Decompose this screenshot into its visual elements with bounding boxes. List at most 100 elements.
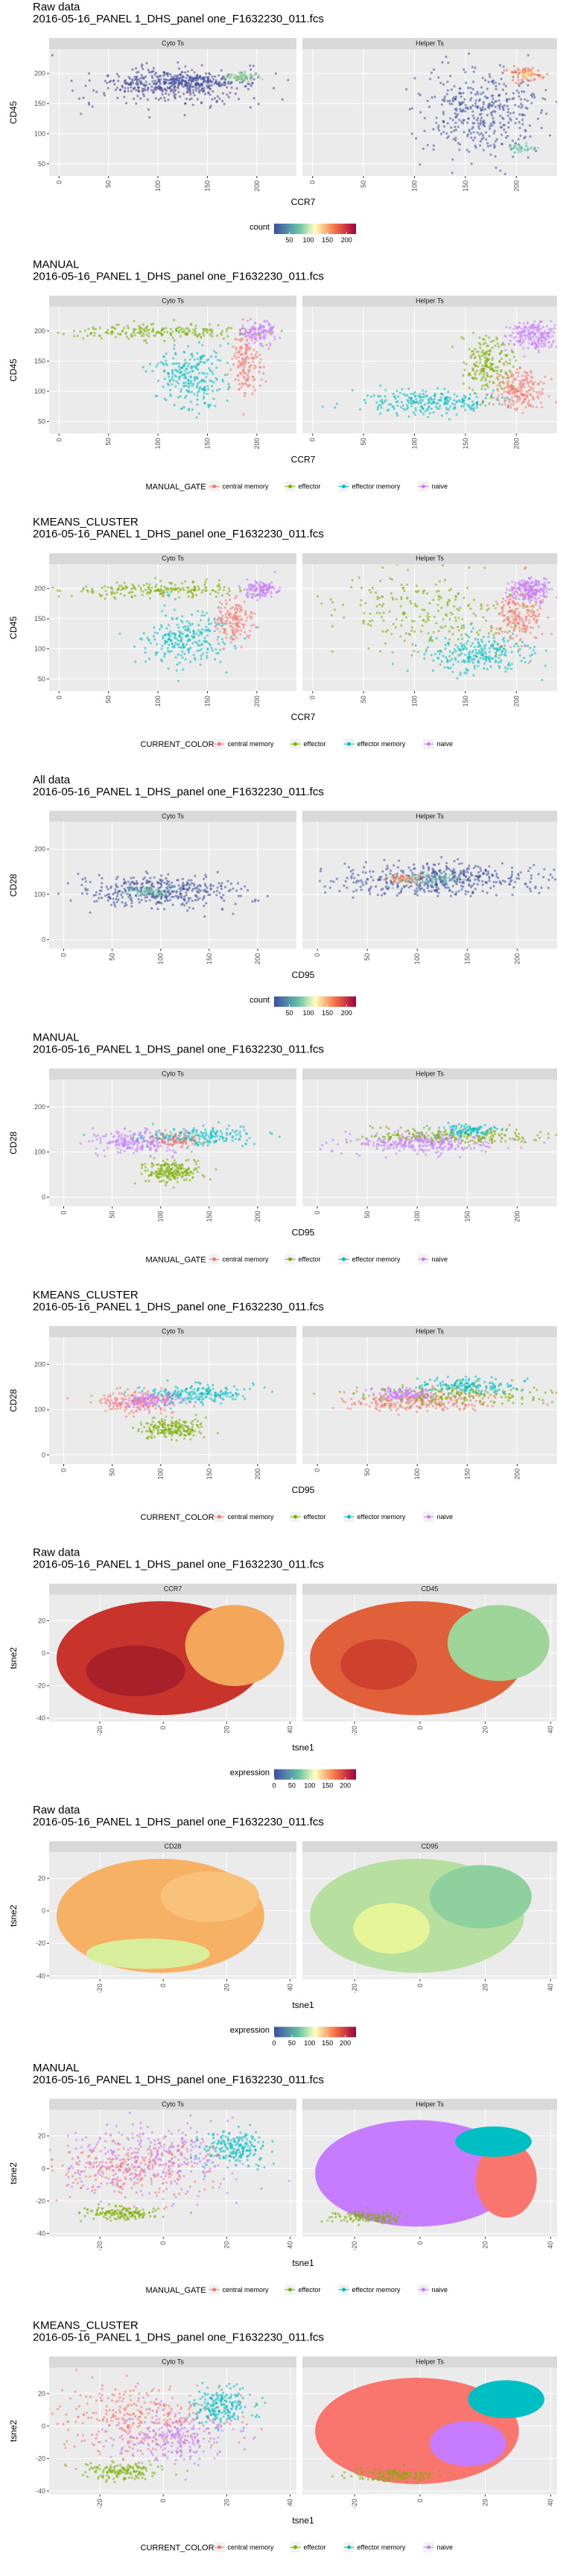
cell bbox=[402, 610, 406, 613]
cell bbox=[497, 389, 500, 392]
cell bbox=[457, 125, 460, 128]
cell bbox=[425, 390, 428, 393]
cell bbox=[488, 127, 492, 130]
cell bbox=[517, 151, 520, 154]
cell bbox=[515, 621, 518, 624]
cell bbox=[206, 641, 209, 644]
cell bbox=[165, 363, 168, 367]
cell bbox=[329, 598, 332, 601]
cell bbox=[174, 88, 177, 92]
cell bbox=[506, 631, 509, 634]
cell bbox=[377, 394, 380, 398]
cell bbox=[207, 80, 210, 83]
cell bbox=[425, 650, 428, 653]
cell bbox=[196, 384, 199, 387]
cell bbox=[506, 373, 509, 377]
cell bbox=[116, 875, 119, 879]
cell bbox=[244, 372, 247, 375]
cell bbox=[86, 892, 89, 895]
cell bbox=[527, 373, 530, 377]
cell bbox=[506, 362, 509, 365]
cell bbox=[193, 379, 196, 382]
cell bbox=[524, 581, 527, 584]
cell bbox=[118, 890, 121, 893]
cell bbox=[238, 382, 241, 385]
cell bbox=[200, 591, 203, 594]
cell bbox=[162, 356, 165, 359]
cell bbox=[496, 384, 499, 387]
cell bbox=[483, 121, 486, 124]
cell bbox=[457, 616, 460, 619]
cell bbox=[518, 95, 521, 98]
cell bbox=[180, 83, 184, 86]
cell bbox=[424, 410, 427, 413]
cell bbox=[499, 103, 502, 106]
cell bbox=[492, 657, 495, 660]
cell bbox=[156, 631, 159, 635]
cell bbox=[177, 86, 179, 89]
cell bbox=[499, 169, 502, 172]
cell bbox=[190, 400, 193, 403]
cell bbox=[433, 392, 437, 395]
cell bbox=[401, 388, 404, 391]
cell bbox=[273, 587, 276, 590]
cell bbox=[510, 396, 514, 399]
cell bbox=[454, 128, 457, 131]
cell bbox=[194, 333, 197, 336]
cell bbox=[401, 404, 404, 407]
cell bbox=[148, 116, 151, 119]
cell bbox=[485, 357, 489, 360]
cell bbox=[121, 84, 124, 87]
cell bbox=[145, 62, 148, 65]
cell bbox=[555, 596, 557, 599]
cell bbox=[535, 335, 538, 338]
cell bbox=[173, 403, 176, 407]
cell bbox=[230, 616, 234, 619]
cell bbox=[509, 594, 512, 598]
cell bbox=[203, 402, 207, 405]
cell bbox=[239, 353, 242, 356]
cell bbox=[503, 124, 506, 127]
cell bbox=[193, 393, 196, 396]
cell bbox=[457, 647, 460, 651]
cell bbox=[550, 345, 553, 348]
cell bbox=[203, 883, 206, 886]
cell bbox=[185, 80, 188, 83]
cell bbox=[156, 362, 159, 365]
cell bbox=[475, 119, 478, 121]
cell bbox=[179, 390, 182, 393]
cell bbox=[477, 125, 480, 128]
cell bbox=[162, 71, 165, 74]
cell bbox=[481, 657, 484, 660]
colorbar bbox=[274, 224, 356, 234]
cell bbox=[83, 877, 86, 880]
cell bbox=[381, 604, 384, 607]
cell bbox=[135, 71, 139, 74]
cell bbox=[434, 405, 438, 408]
cell bbox=[107, 899, 109, 902]
cell bbox=[139, 332, 142, 335]
cell bbox=[397, 395, 400, 398]
cell bbox=[220, 637, 223, 641]
strip bbox=[49, 553, 296, 565]
cell bbox=[543, 589, 546, 592]
cell bbox=[444, 625, 447, 628]
cell bbox=[441, 626, 444, 629]
cell bbox=[124, 902, 127, 905]
cell bbox=[251, 392, 254, 395]
cell bbox=[236, 629, 239, 633]
cell bbox=[515, 614, 518, 617]
cell bbox=[137, 71, 140, 74]
cell bbox=[228, 593, 231, 597]
cell bbox=[218, 601, 222, 604]
cell bbox=[159, 86, 162, 89]
cell bbox=[543, 341, 547, 344]
cell bbox=[457, 660, 460, 663]
cell bbox=[471, 388, 474, 391]
cell bbox=[159, 883, 163, 886]
cell bbox=[430, 402, 433, 405]
cell bbox=[383, 400, 386, 403]
cell bbox=[396, 404, 399, 407]
cell bbox=[395, 598, 398, 601]
cell bbox=[435, 121, 438, 124]
